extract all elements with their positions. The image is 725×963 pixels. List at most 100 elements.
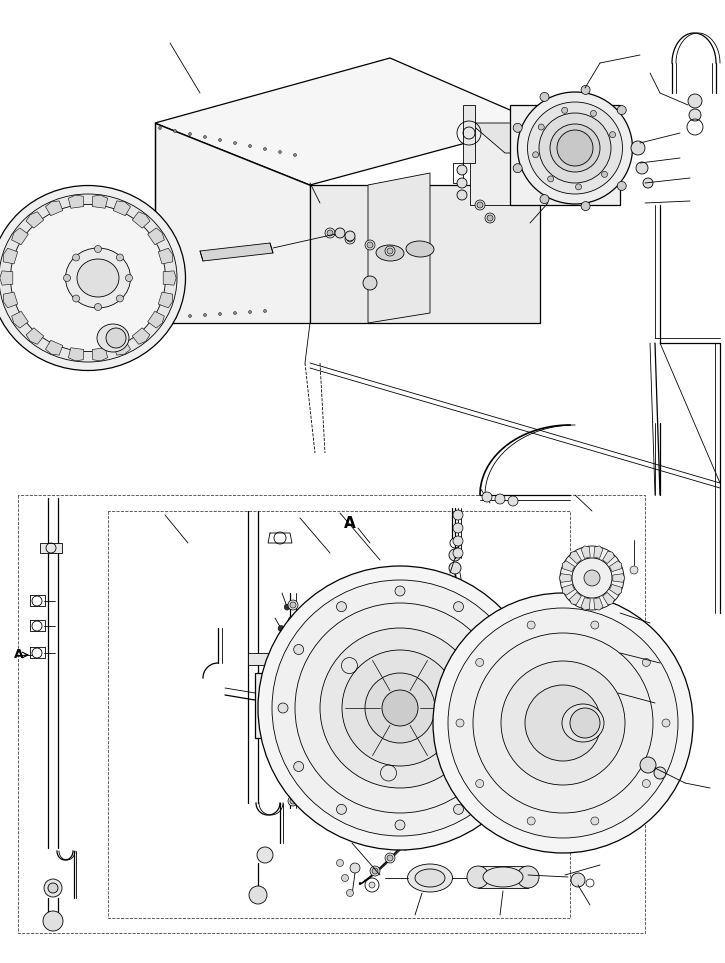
Circle shape (159, 317, 162, 320)
Circle shape (591, 621, 599, 629)
Polygon shape (613, 574, 625, 583)
Polygon shape (92, 195, 108, 208)
Circle shape (294, 153, 297, 157)
Polygon shape (132, 327, 150, 345)
Polygon shape (581, 598, 590, 611)
Polygon shape (610, 585, 622, 595)
Circle shape (365, 240, 375, 250)
Circle shape (400, 840, 410, 850)
Circle shape (258, 566, 542, 850)
Circle shape (72, 295, 80, 302)
Circle shape (385, 853, 395, 863)
Circle shape (263, 147, 267, 150)
Circle shape (581, 86, 590, 94)
Polygon shape (0, 271, 13, 285)
Circle shape (508, 496, 518, 506)
Circle shape (642, 779, 650, 788)
Ellipse shape (97, 324, 129, 352)
Polygon shape (68, 195, 84, 208)
Polygon shape (602, 592, 615, 605)
Circle shape (454, 804, 463, 815)
Circle shape (581, 201, 590, 211)
Circle shape (363, 276, 377, 290)
Circle shape (617, 106, 626, 115)
Polygon shape (4, 248, 17, 264)
Circle shape (512, 703, 522, 713)
Circle shape (288, 600, 298, 610)
Circle shape (538, 124, 544, 130)
Circle shape (453, 536, 463, 546)
Polygon shape (610, 560, 622, 572)
Ellipse shape (77, 259, 119, 297)
Circle shape (48, 883, 58, 893)
Circle shape (547, 176, 554, 182)
Circle shape (643, 178, 653, 188)
Circle shape (631, 141, 645, 155)
Circle shape (576, 184, 581, 190)
Text: A: A (14, 648, 24, 662)
Circle shape (395, 586, 405, 596)
Circle shape (288, 616, 298, 626)
Circle shape (290, 782, 296, 788)
Circle shape (290, 618, 296, 624)
Polygon shape (470, 123, 580, 153)
Polygon shape (12, 228, 28, 245)
Circle shape (387, 855, 393, 861)
Ellipse shape (407, 864, 452, 892)
Circle shape (325, 228, 335, 238)
Circle shape (336, 804, 347, 815)
Ellipse shape (376, 245, 404, 261)
Circle shape (117, 254, 123, 261)
Polygon shape (594, 598, 603, 611)
Ellipse shape (539, 113, 611, 183)
Circle shape (117, 295, 123, 302)
Circle shape (513, 164, 522, 172)
Polygon shape (155, 123, 310, 323)
Circle shape (562, 107, 568, 114)
Circle shape (72, 254, 80, 261)
Circle shape (642, 659, 650, 666)
Circle shape (342, 650, 458, 766)
Polygon shape (470, 123, 555, 205)
Circle shape (372, 868, 378, 874)
Circle shape (454, 602, 463, 612)
Circle shape (453, 548, 463, 558)
Circle shape (278, 150, 281, 153)
Circle shape (288, 796, 298, 806)
Polygon shape (248, 653, 335, 665)
Circle shape (218, 313, 222, 316)
Circle shape (473, 633, 653, 813)
Circle shape (527, 817, 535, 825)
Circle shape (517, 866, 539, 888)
Circle shape (188, 133, 191, 136)
Ellipse shape (10, 204, 165, 351)
Polygon shape (132, 212, 150, 228)
Circle shape (125, 274, 133, 281)
Circle shape (533, 152, 539, 158)
Polygon shape (480, 678, 510, 738)
Polygon shape (581, 546, 590, 559)
Circle shape (249, 310, 252, 314)
Polygon shape (602, 551, 615, 563)
Polygon shape (594, 546, 603, 559)
Circle shape (290, 765, 296, 771)
Circle shape (487, 215, 493, 221)
Circle shape (560, 546, 624, 610)
Circle shape (640, 757, 656, 773)
Circle shape (584, 570, 600, 586)
Ellipse shape (271, 689, 309, 721)
Circle shape (233, 311, 236, 315)
Circle shape (527, 621, 535, 629)
Circle shape (395, 820, 405, 830)
Circle shape (540, 195, 549, 203)
Circle shape (347, 890, 354, 897)
Polygon shape (4, 292, 17, 308)
Circle shape (402, 842, 408, 848)
Circle shape (557, 130, 593, 166)
Ellipse shape (528, 102, 623, 194)
Circle shape (513, 123, 522, 132)
Polygon shape (569, 592, 581, 605)
Polygon shape (46, 340, 63, 355)
Circle shape (367, 242, 373, 248)
Circle shape (654, 767, 666, 779)
